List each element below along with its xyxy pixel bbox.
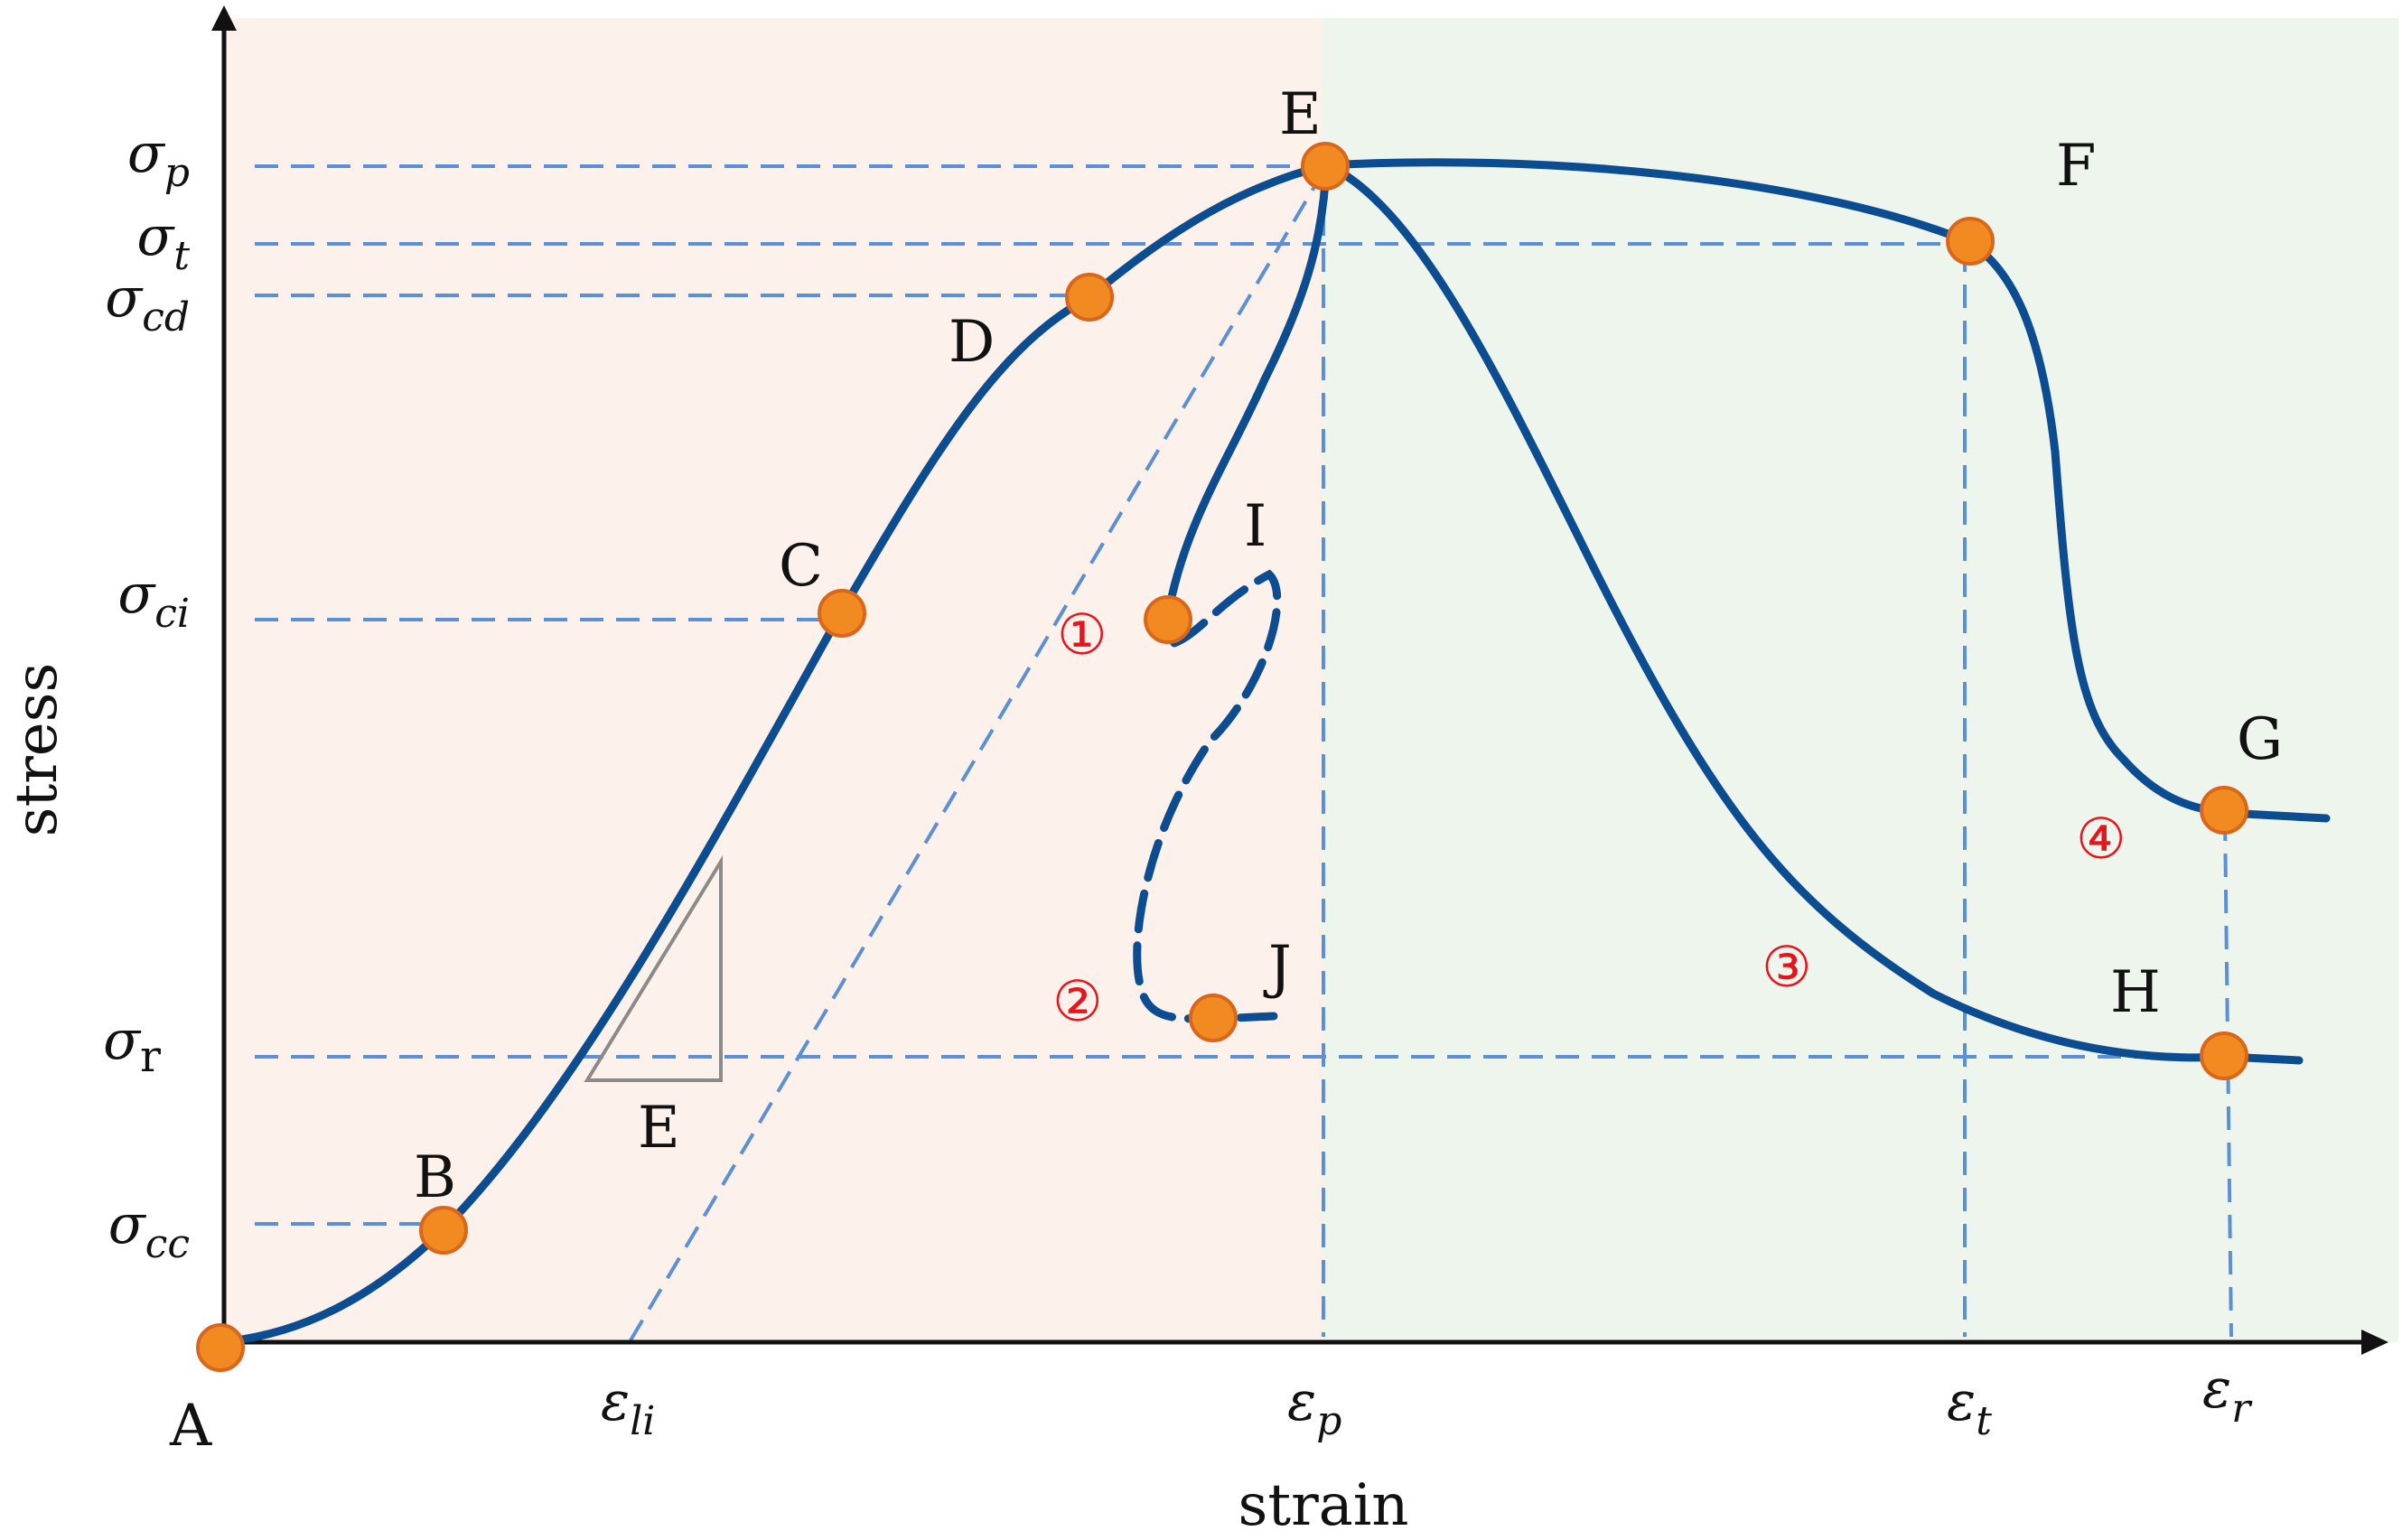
label-F: F <box>2056 133 2096 200</box>
branch-3: ③ <box>1762 934 1812 1000</box>
label-J: J <box>1263 934 1292 1001</box>
stress-strain-curve-snapback <box>1163 161 1331 624</box>
tick-sigma-t: σt <box>136 205 190 279</box>
point-D <box>1065 273 1114 322</box>
pre-peak-region <box>224 18 1322 1342</box>
point-I <box>1144 595 1192 644</box>
points <box>196 142 2248 1372</box>
branch-4: ④ <box>2076 806 2126 872</box>
post-peak-region <box>1322 18 2398 1342</box>
branch-numbers: ① ② ③ ④ <box>1052 602 2126 1034</box>
point-A <box>196 1323 245 1372</box>
label-D: D <box>949 309 995 376</box>
label-G: G <box>2237 706 2283 773</box>
tick-sigma-r: σr <box>103 1009 161 1082</box>
secant-line <box>629 174 1323 1342</box>
point-E <box>1301 142 1350 191</box>
point-B <box>419 1206 468 1255</box>
tick-sigma-cc: σcc <box>108 1193 190 1267</box>
axes <box>211 5 2388 1355</box>
modulus-label: E <box>638 1095 680 1162</box>
tick-sigma-p: σp <box>127 122 190 196</box>
modulus-triangle <box>584 854 723 1082</box>
tick-eps-li: εli <box>601 1370 655 1444</box>
point-J <box>1189 994 1238 1042</box>
x-tick-labels: εli εp εt εr <box>601 1358 2253 1444</box>
label-H: H <box>2110 959 2161 1026</box>
point-H <box>2200 1031 2248 1080</box>
point-labels: A B C D E F G H I J E <box>169 81 2283 1460</box>
y-tick-labels: σp σt σcd σci σr σcc <box>103 122 190 1267</box>
point-G <box>2200 786 2248 835</box>
tick-sigma-cd: σcd <box>105 266 190 341</box>
tick-eps-t: εt <box>1947 1370 1992 1444</box>
tick-eps-p: εp <box>1287 1370 1341 1444</box>
tick-eps-r: εr <box>2202 1358 2253 1432</box>
point-C <box>818 589 866 638</box>
label-A: A <box>169 1393 212 1460</box>
label-B: B <box>414 1144 456 1211</box>
tick-sigma-ci: σci <box>117 563 190 637</box>
y-axis-label: stress <box>4 663 70 837</box>
branch-1: ① <box>1057 602 1108 667</box>
label-E: E <box>1279 81 1322 148</box>
stress-strain-curve-softening <box>1323 161 2304 1065</box>
stress-strain-curve-loop <box>1133 569 1282 1023</box>
label-I: I <box>1244 493 1266 560</box>
branch-2: ② <box>1052 968 1103 1034</box>
label-C: C <box>779 533 823 600</box>
x-axis-label: strain <box>1238 1472 1409 1539</box>
point-F <box>1946 217 1995 266</box>
stress-strain-curve-main <box>216 158 2331 1347</box>
